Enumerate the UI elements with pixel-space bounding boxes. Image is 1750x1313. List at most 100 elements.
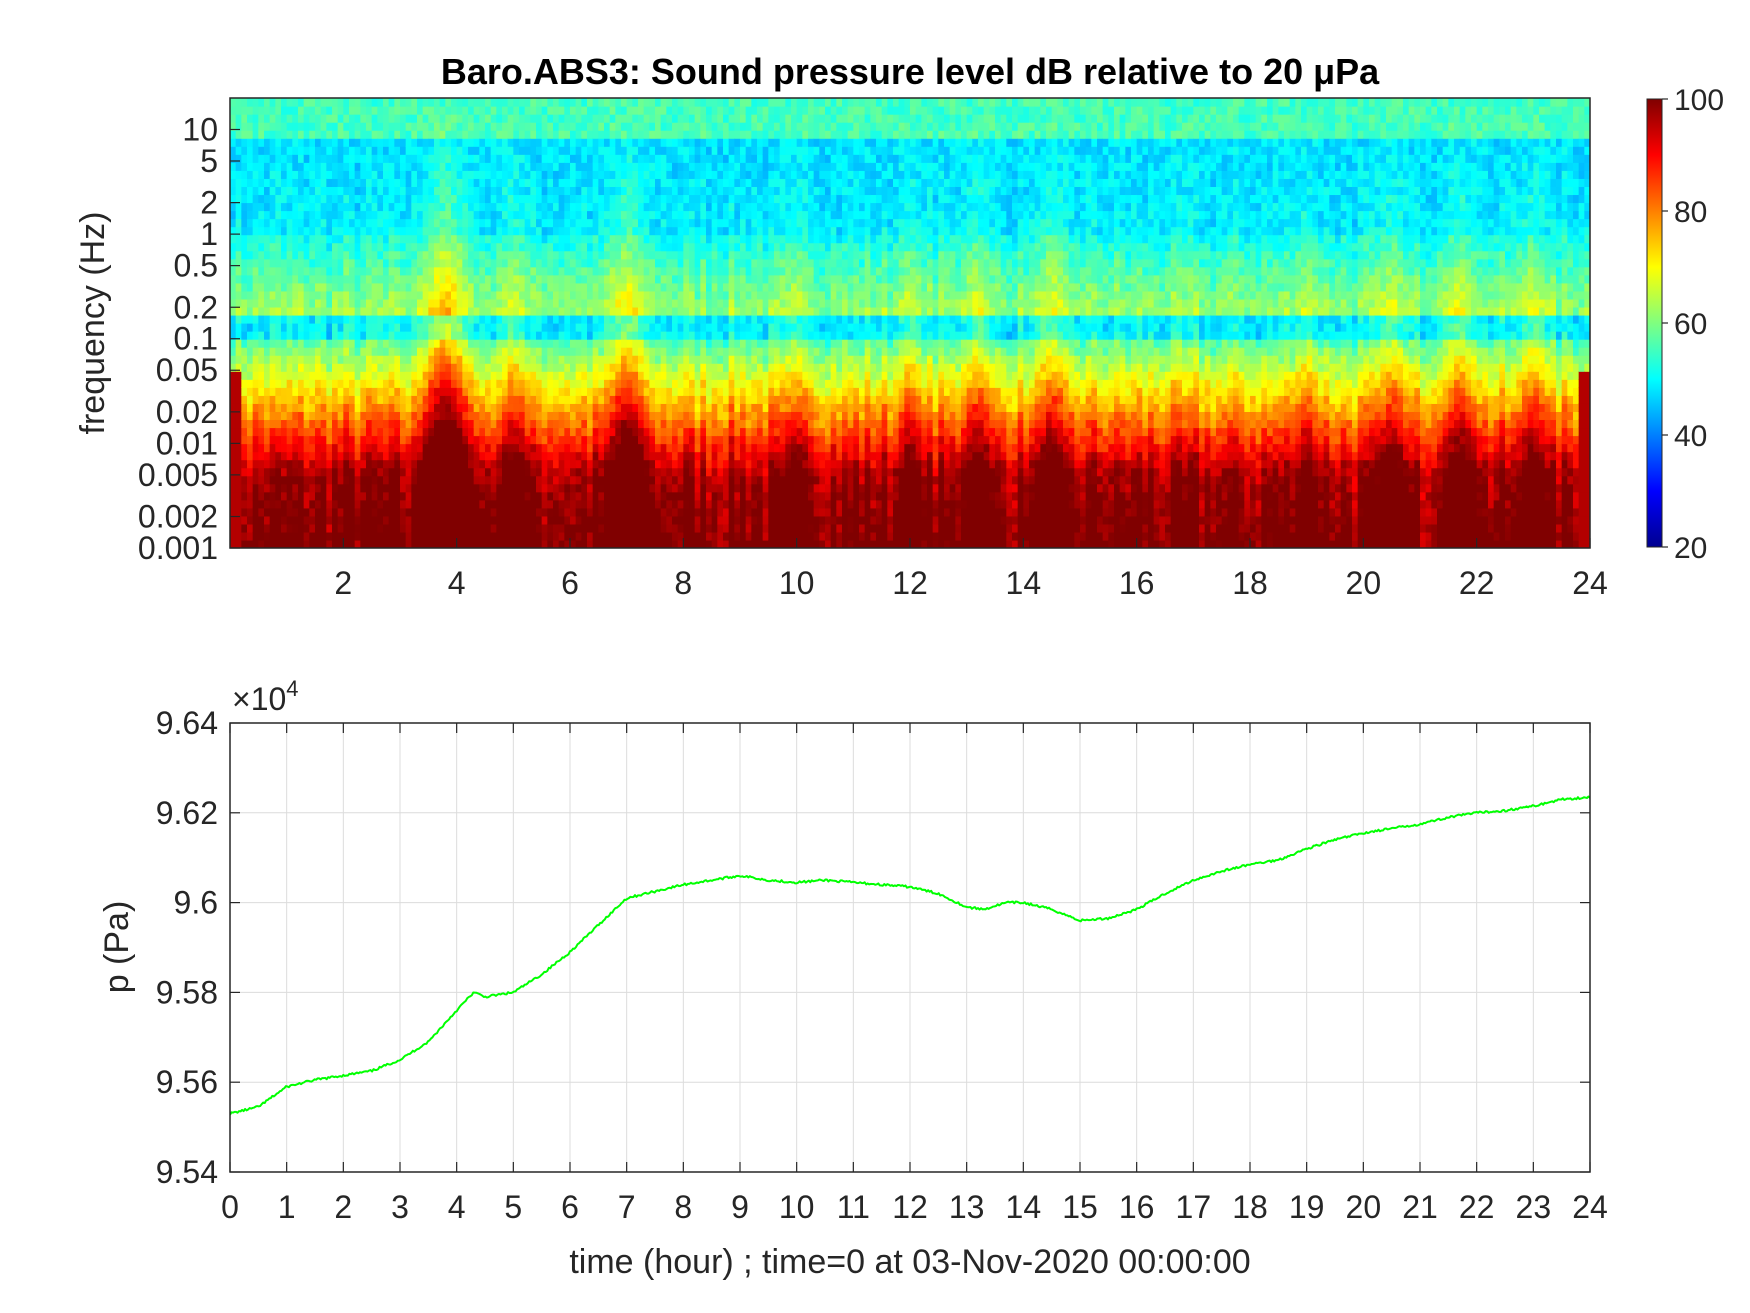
spectrogram-cell [235, 483, 242, 493]
spectrogram-cell [689, 331, 696, 340]
spectrogram-cell [524, 419, 531, 429]
spectrogram-cell [309, 178, 316, 187]
spectrogram-cell [689, 419, 696, 429]
spectrogram-cell [326, 371, 333, 380]
spectrogram-cell [672, 371, 679, 380]
spectrogram-cell [417, 98, 424, 107]
spectrogram-cell [411, 467, 418, 477]
spectrogram-cell [689, 467, 696, 477]
spectrogram-cell [298, 114, 305, 123]
spectrogram-cell [587, 154, 594, 163]
spectrogram-cell [326, 178, 333, 187]
spectrogram-cell [530, 379, 537, 388]
spectrogram-cell [462, 106, 469, 115]
spectrogram-cell [553, 499, 560, 509]
spectrogram-cell [252, 290, 259, 300]
spectrogram-cell [394, 531, 401, 541]
spectrogram-cell [354, 250, 361, 260]
spectrogram-cell [479, 323, 486, 332]
spectrogram-cell [360, 170, 367, 179]
spectrogram-cell [479, 242, 486, 252]
spectrogram-cell [360, 523, 367, 533]
spectrogram-cell [434, 258, 441, 268]
spectrogram-cell [700, 154, 707, 163]
spectrogram-cell [592, 258, 599, 268]
spectrogram-cell [366, 491, 373, 501]
spectrogram-cell [349, 282, 356, 292]
spectrogram-cell [366, 186, 373, 196]
spectrogram-cell [655, 323, 662, 332]
spectrogram-cell [524, 483, 531, 493]
spectrogram-cell [553, 218, 560, 228]
spectrogram-cell [371, 467, 378, 477]
spectrogram-cell [666, 443, 673, 453]
spectrogram-cell [394, 290, 401, 300]
spectrogram-cell [581, 314, 588, 324]
spectrogram-cell [451, 98, 458, 107]
spectrogram-cell [519, 363, 526, 372]
spectrogram-cell [536, 507, 543, 517]
spectrogram-cell [473, 202, 480, 212]
spectrogram-cell [541, 122, 548, 131]
spectrogram-cell [428, 298, 435, 308]
spectrogram-cell [598, 154, 605, 163]
spectrogram-cell [434, 170, 441, 179]
spectrogram-cell [519, 146, 526, 155]
spectrogram-cell [541, 475, 548, 485]
spectrogram-cell [592, 130, 599, 139]
spectrogram-cell [275, 266, 282, 276]
spectrogram-cell [309, 98, 316, 107]
spectrogram-cell [320, 274, 327, 284]
spectrogram-cell [575, 282, 582, 292]
spectrogram-cell [728, 491, 735, 501]
spectrogram-cell [235, 379, 242, 388]
spectrogram-cell [286, 355, 293, 364]
spectrogram-cell [604, 435, 611, 445]
spectrogram-cell [530, 459, 537, 469]
spectrogram-cell [592, 379, 599, 388]
spectrogram-cell [519, 403, 526, 412]
spectrogram-cell [422, 170, 429, 179]
spectrogram-cell [587, 314, 594, 324]
spectrogram-cell [530, 491, 537, 501]
spectrogram-cell [513, 443, 520, 453]
spectrogram-cell [513, 218, 520, 228]
spectrogram-cell [632, 539, 639, 548]
spectrogram-cell [694, 306, 701, 316]
spectrogram-cell [315, 499, 322, 509]
spectrogram-cell [587, 250, 594, 260]
spectrogram-cell [377, 475, 384, 485]
spectrogram-cell [326, 306, 333, 316]
spectrogram-cell [609, 363, 616, 372]
spectrogram-cell [371, 98, 378, 107]
spectrogram-cell [570, 202, 577, 212]
spectrogram-cell [320, 114, 327, 123]
spectrogram-cell [405, 106, 412, 115]
spectrogram-cell [694, 499, 701, 509]
spectrogram-cell [660, 146, 667, 155]
spectrogram-cell [405, 274, 412, 284]
spectrogram-cell [315, 178, 322, 187]
spectrogram-cell [252, 403, 259, 412]
spectrogram-cell [473, 98, 480, 107]
spectrogram-cell [598, 427, 605, 437]
spectrogram-cell [320, 443, 327, 453]
spectrogram-cell [417, 419, 424, 429]
spectrogram-cell [485, 266, 492, 276]
spectrogram-cell [706, 491, 713, 501]
spectrogram-cell [519, 314, 526, 324]
spectrogram-cell [309, 106, 316, 115]
spectrogram-cell [564, 234, 571, 244]
spectrogram-cell [258, 306, 265, 316]
spectrogram-cell [377, 226, 384, 236]
spectrogram-cell [536, 154, 543, 163]
spectrogram-cell [332, 363, 339, 372]
spectrogram-cell [422, 194, 429, 204]
spectrogram-cell [490, 226, 497, 236]
spectrogram-cell [230, 331, 237, 340]
spectrogram-cell [360, 234, 367, 244]
spectrogram-cell [349, 178, 356, 187]
spectrogram-cell [666, 186, 673, 196]
spectrogram-cell [587, 363, 594, 372]
spectrogram-cell [428, 178, 435, 187]
